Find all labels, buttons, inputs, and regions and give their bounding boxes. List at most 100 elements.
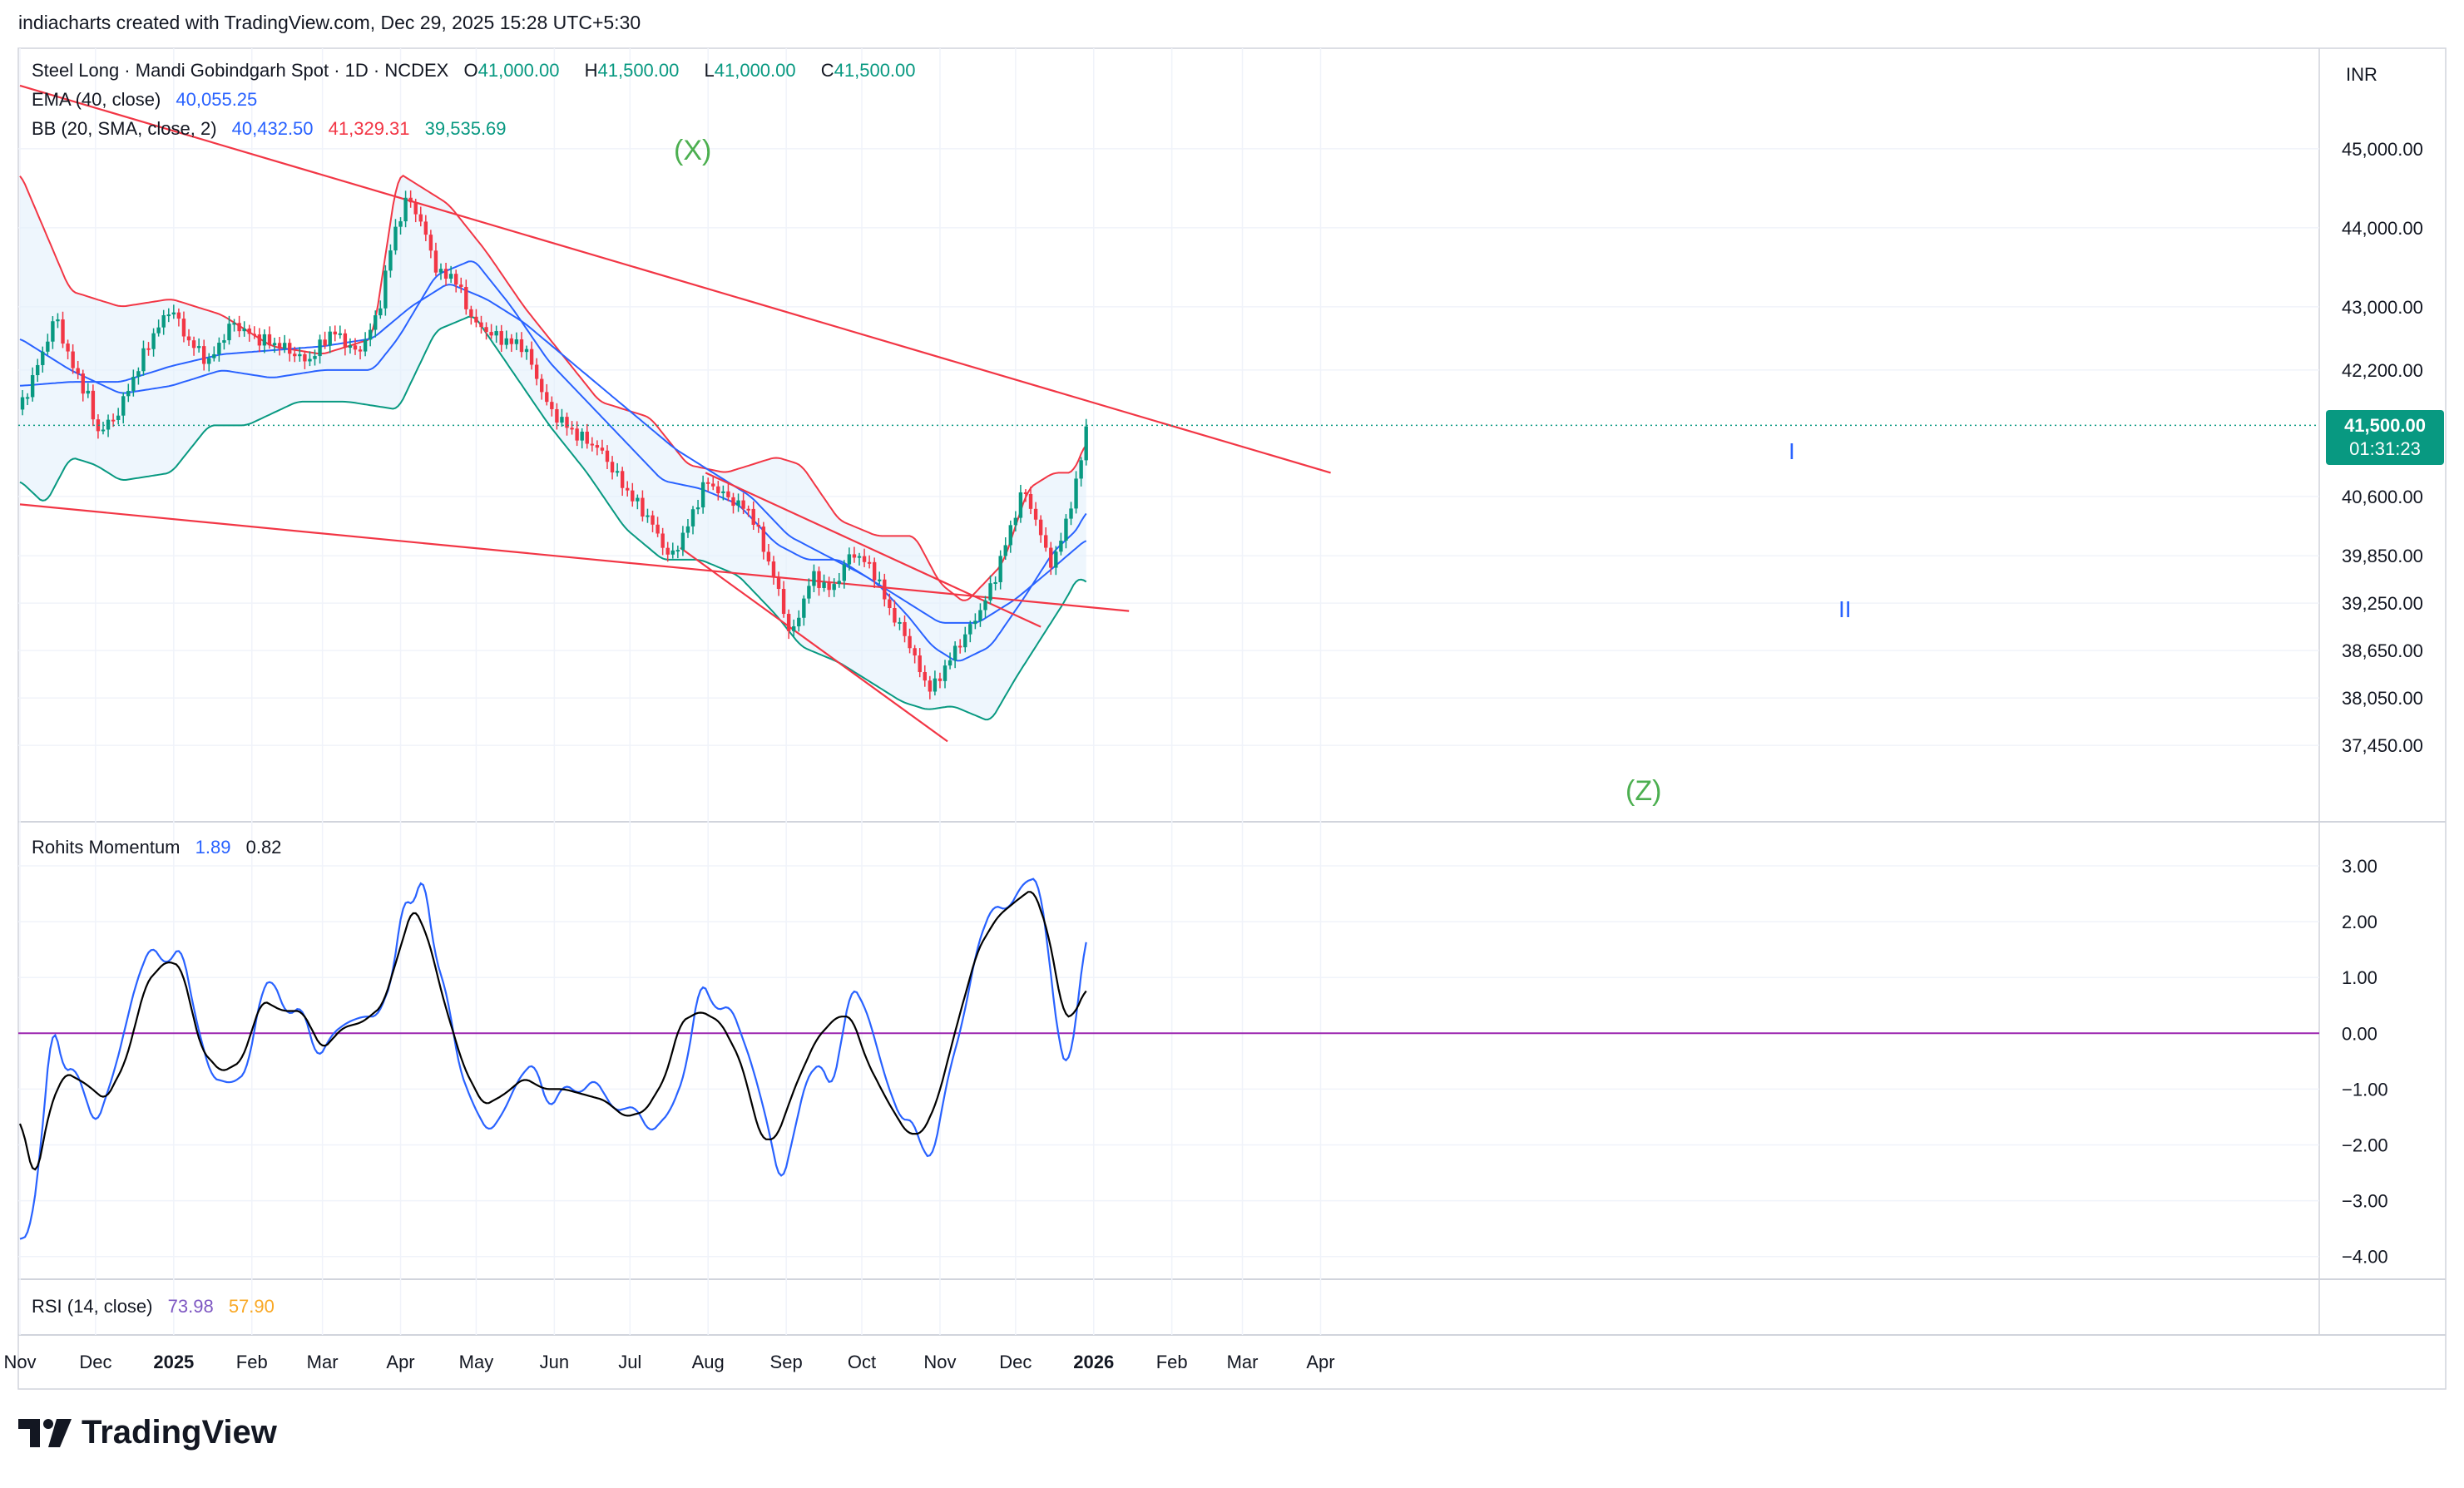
momentum-legend[interactable]: Rohits Momentum 1.89 0.82	[32, 837, 291, 858]
candle	[665, 541, 670, 562]
candle-body	[348, 345, 353, 348]
candle	[343, 329, 348, 356]
price-axis-label: 39,250.00	[2342, 593, 2423, 614]
candle-body	[550, 402, 554, 409]
candle-body	[176, 312, 181, 319]
candle-body	[1074, 478, 1078, 509]
candle-body	[383, 270, 388, 309]
candle	[1023, 489, 1028, 502]
candle	[1013, 511, 1018, 531]
candle	[464, 279, 468, 315]
candle	[111, 413, 116, 428]
candle	[469, 305, 473, 325]
bb-legend[interactable]: BB (20, SMA, close, 2) 40,432.50 41,329.…	[32, 118, 517, 140]
candle	[303, 350, 307, 369]
candle	[403, 190, 408, 228]
candle-body	[842, 564, 847, 581]
candle-body	[358, 349, 363, 352]
candle	[550, 396, 554, 417]
rsi-value-2: 57.90	[228, 1296, 275, 1317]
candle	[166, 308, 171, 323]
candle	[288, 339, 292, 362]
candle-body	[428, 235, 433, 251]
candle	[423, 215, 428, 241]
candle	[298, 347, 302, 362]
ema-legend[interactable]: EMA (40, close) 40,055.25	[32, 89, 267, 111]
low-value: 41,000.00	[714, 60, 796, 81]
candle	[852, 546, 857, 563]
wave-x-label: (X)	[674, 135, 711, 166]
tradingview-logo[interactable]: TradingView	[18, 1414, 277, 1451]
candle	[212, 346, 216, 362]
candle-body	[262, 334, 267, 346]
time-axis-label: Nov	[3, 1352, 36, 1372]
candle-body	[736, 500, 740, 507]
candle-body	[186, 336, 191, 341]
high-label: H	[584, 60, 598, 81]
candle	[459, 277, 463, 294]
candle-body	[201, 346, 206, 364]
candle	[479, 315, 483, 334]
candle	[494, 325, 498, 344]
candle	[651, 510, 655, 532]
candle-body	[131, 377, 136, 391]
candle-body	[585, 431, 589, 444]
candle	[943, 660, 948, 689]
candle-body	[413, 202, 418, 215]
bb-basis-value: 40,432.50	[231, 118, 314, 139]
candle-body	[257, 334, 262, 346]
candle-body	[101, 429, 106, 432]
high-value: 41,500.00	[597, 60, 680, 81]
rsi-legend[interactable]: RSI (14, close) 73.98 57.90	[32, 1296, 284, 1317]
candle	[217, 337, 221, 362]
candle	[963, 626, 967, 653]
candle-body	[308, 358, 312, 362]
candle	[186, 329, 191, 346]
candle-body	[393, 226, 398, 251]
candle	[308, 351, 312, 367]
candle-body	[812, 571, 816, 586]
candle-body	[837, 581, 841, 585]
candle-body	[363, 339, 368, 352]
tradingview-logo-icon	[18, 1418, 72, 1447]
candle-body	[802, 598, 806, 618]
symbol-legend[interactable]: Steel Long · Mandi Gobindgarh Spot · 1D …	[32, 60, 936, 82]
candle-body	[207, 358, 211, 364]
candle	[242, 321, 246, 337]
candle-body	[615, 471, 620, 473]
time-axis-label: Feb	[236, 1352, 268, 1372]
candle	[323, 331, 327, 349]
candle	[570, 421, 574, 435]
candle-body	[570, 428, 574, 430]
candle-body	[116, 415, 121, 420]
candle-body	[1044, 535, 1048, 548]
candle-body	[978, 610, 982, 621]
candle	[146, 342, 151, 356]
candle-body	[252, 334, 256, 336]
candle	[328, 326, 332, 353]
price-axis-label: 38,650.00	[2342, 640, 2423, 661]
candle	[565, 413, 569, 436]
candle-body	[126, 390, 131, 397]
candle	[631, 482, 635, 507]
candle-body	[1033, 508, 1038, 520]
close-label: C	[820, 60, 834, 81]
candle-body	[705, 482, 710, 484]
candle	[438, 263, 443, 280]
candle	[973, 613, 977, 630]
candle-body	[540, 378, 544, 393]
candle	[1069, 502, 1073, 526]
candle-body	[786, 614, 791, 631]
candle	[91, 384, 96, 427]
candle-body	[867, 561, 872, 564]
candle	[51, 316, 55, 349]
candle-body	[883, 579, 887, 600]
candle-body	[398, 221, 403, 227]
candle	[448, 265, 453, 284]
currency-label[interactable]: INR	[2346, 64, 2377, 85]
candle-body	[756, 524, 760, 527]
candle-body	[575, 428, 579, 441]
wave-z-label: (Z)	[1625, 775, 1661, 807]
candle	[837, 572, 841, 588]
candle	[509, 334, 514, 353]
